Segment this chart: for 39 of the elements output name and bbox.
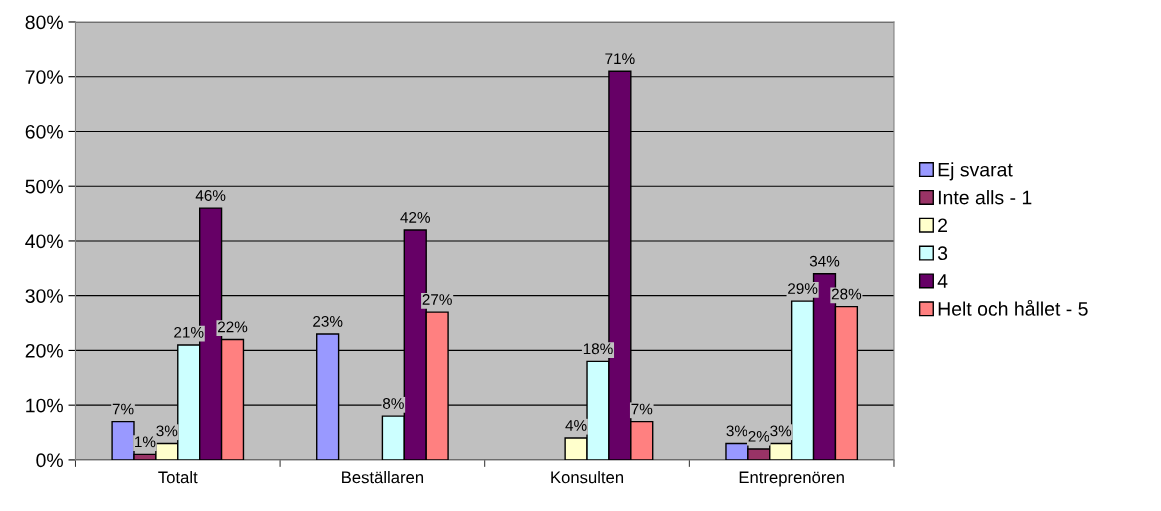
legend-label: Inte alls - 1 xyxy=(938,190,1032,205)
y-tick-label: 70% xyxy=(25,70,63,84)
y-tick-label: 0% xyxy=(36,453,63,468)
legend-label: Ej svarat xyxy=(938,162,1013,181)
legend-label: 2 xyxy=(938,218,947,233)
y-tick-label: 10% xyxy=(26,398,63,413)
data-label: 71% xyxy=(605,53,635,64)
x-tick-label: Totalt xyxy=(158,471,198,484)
data-label: 7% xyxy=(631,403,653,415)
legend-label: 3 xyxy=(937,246,948,261)
x-tick-label: Beställaren xyxy=(342,471,424,484)
data-label: 29% xyxy=(788,283,818,294)
data-label: 7% xyxy=(112,403,134,415)
data-label: 3% xyxy=(156,425,178,437)
data-label: 34% xyxy=(809,255,840,267)
y-tick-label: 60% xyxy=(25,124,63,139)
x-tick-label: Entreprenören xyxy=(739,471,844,487)
data-label: 21% xyxy=(174,326,204,338)
x-tick-label: Konsulten xyxy=(551,471,624,484)
y-tick-label: 20% xyxy=(25,343,63,358)
data-label: 4% xyxy=(565,420,587,431)
data-label: 42% xyxy=(400,211,430,223)
y-tick-label: 80% xyxy=(25,15,63,30)
legend-label: 4 xyxy=(937,274,948,288)
data-label: 27% xyxy=(422,294,452,305)
legend-label: Helt och hållet - 5 xyxy=(938,299,1088,316)
data-label: 8% xyxy=(382,398,404,409)
data-label: 46% xyxy=(195,190,226,201)
data-label: 28% xyxy=(831,288,862,300)
data-label: 1% xyxy=(135,436,156,448)
data-label: 3% xyxy=(726,425,748,437)
data-label: 18% xyxy=(583,343,613,355)
data-label: 2% xyxy=(748,430,770,442)
data-label: 3% xyxy=(770,425,792,437)
data-label: 23% xyxy=(313,315,343,327)
y-tick-label: 30% xyxy=(25,289,63,303)
y-tick-label: 40% xyxy=(25,234,63,249)
y-tick-label: 50% xyxy=(25,179,63,194)
data-label: 22% xyxy=(218,321,248,333)
